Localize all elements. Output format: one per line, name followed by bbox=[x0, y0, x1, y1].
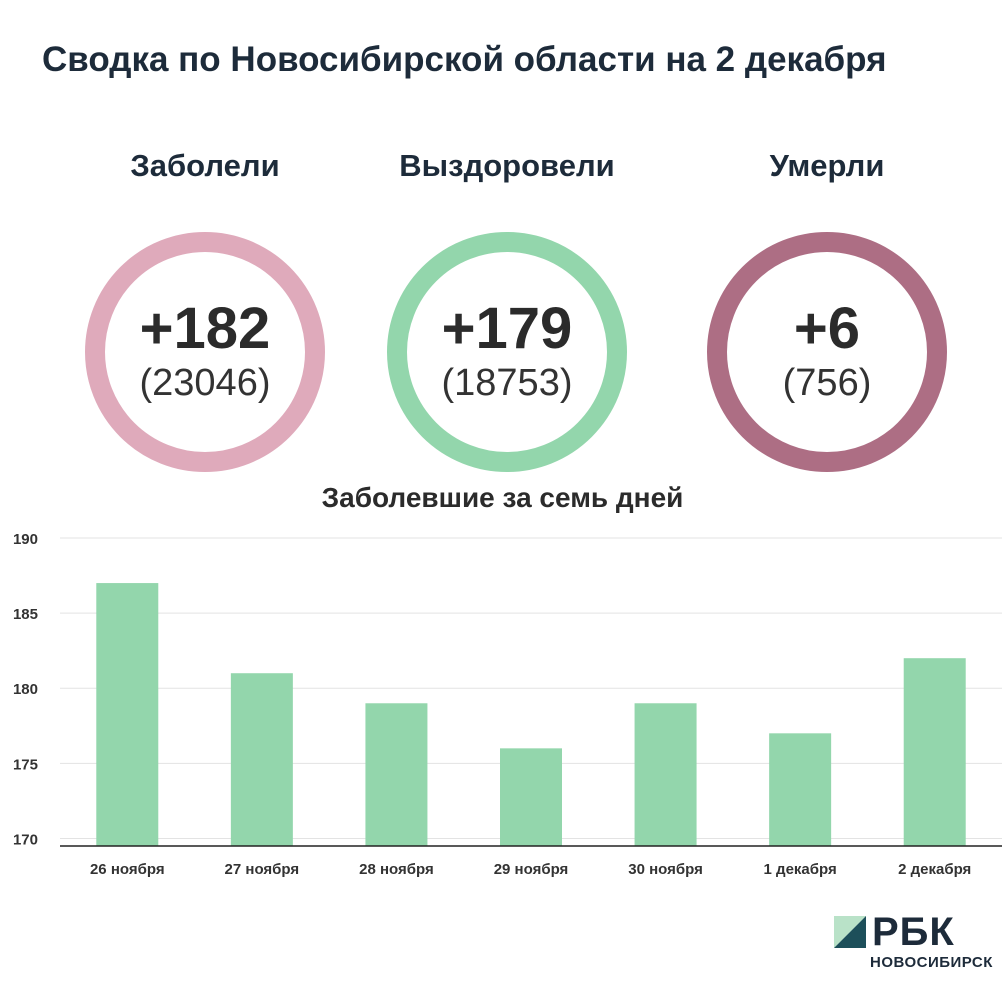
x-tick-label: 27 ноября bbox=[225, 861, 300, 878]
stat-deaths-label: Умерли bbox=[769, 148, 885, 183]
x-tick-label: 30 ноября bbox=[628, 861, 703, 878]
x-tick-label: 2 декабря bbox=[898, 861, 971, 878]
bar-5 bbox=[634, 703, 697, 846]
stat-infected-label: Заболели bbox=[130, 148, 280, 183]
stat-deaths-total: (756) bbox=[782, 362, 872, 404]
rbc-logo-subtitle: НОВОСИБИРСК bbox=[870, 954, 993, 971]
bar-2 bbox=[230, 673, 293, 846]
x-tick-label: 28 ноября bbox=[359, 861, 434, 878]
x-tick-label: 26 ноября bbox=[90, 861, 165, 878]
rbc-logo: РБК НОВОСИБИРСК bbox=[834, 912, 993, 971]
y-tick-label: 190 bbox=[13, 531, 38, 548]
bar-7 bbox=[903, 658, 966, 846]
chart-title: Заболевшие за семь дней bbox=[321, 482, 684, 513]
x-tick-label: 1 декабря bbox=[764, 861, 837, 878]
y-tick-label: 185 bbox=[13, 606, 38, 623]
x-tick-label: 29 ноября bbox=[494, 861, 569, 878]
stat-infected-ring: +182 (23046) bbox=[85, 232, 325, 472]
rbc-logo-text: РБК bbox=[872, 910, 955, 954]
stat-recovered-ring: +179 (18753) bbox=[387, 232, 627, 472]
stat-deaths-delta: +6 bbox=[793, 296, 861, 361]
rbc-logo-icon bbox=[834, 916, 866, 948]
stat-infected-delta: +182 bbox=[139, 296, 271, 361]
stat-deaths-ring: +6 (756) bbox=[707, 232, 947, 472]
y-tick-label: 180 bbox=[13, 681, 38, 698]
stat-recovered: Выздоровели +179 (18753) bbox=[377, 140, 637, 472]
y-tick-label: 170 bbox=[13, 831, 38, 848]
bar-4 bbox=[500, 748, 562, 846]
stat-recovered-label: Выздоровели bbox=[399, 148, 615, 183]
bar-chart: 170 175 180 185 190 26 ноября 27 ноября 28 нояб… bbox=[13, 531, 1002, 878]
stat-recovered-total: (18753) bbox=[441, 362, 573, 404]
stat-deaths: Умерли +6 (756) bbox=[697, 140, 957, 472]
stat-infected-total: (23046) bbox=[139, 362, 271, 404]
bar-6 bbox=[769, 733, 832, 846]
bar-1 bbox=[96, 583, 159, 846]
stat-recovered-delta: +179 bbox=[441, 296, 573, 361]
page-title: Сводка по Новосибирской области на 2 дек… bbox=[42, 40, 887, 79]
y-tick-label: 175 bbox=[13, 756, 38, 773]
bar-3 bbox=[365, 703, 428, 846]
stat-infected: Заболели +182 (23046) bbox=[75, 140, 335, 472]
